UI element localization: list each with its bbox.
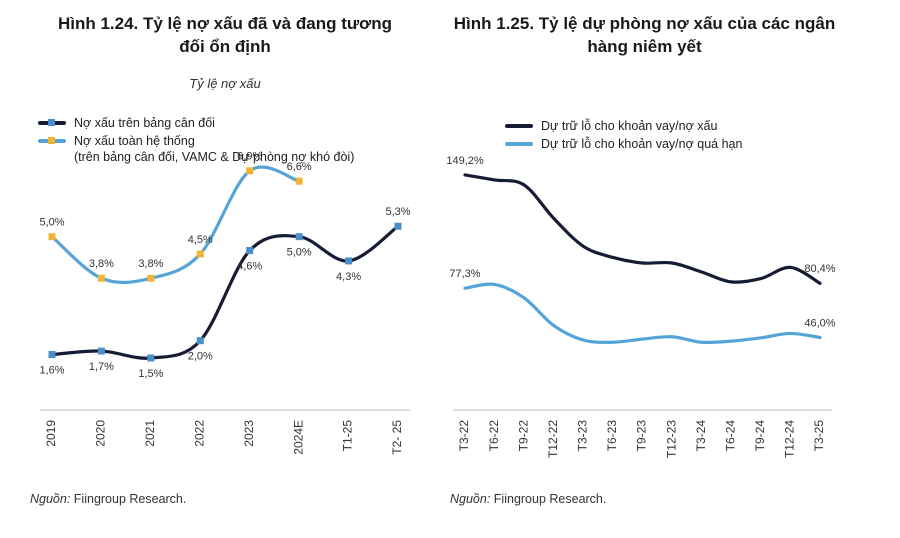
chart-subtitle: Tỷ lệ nợ xấu (189, 76, 261, 91)
x-tick-label: T6-24 (723, 420, 737, 452)
marker (394, 222, 402, 230)
x-tick-label: T12-23 (664, 420, 678, 458)
marker (48, 233, 56, 241)
marker (196, 337, 204, 345)
marker (295, 233, 303, 241)
chart-title: Hình 1.25. Tỷ lệ dự phòng nợ xấu của các… (453, 14, 836, 56)
data-label: 2,0% (188, 351, 213, 363)
legend-label: Dự trữ lỗ cho khoản vay/nợ quá hạn (541, 137, 743, 151)
legend-swatch (505, 142, 533, 146)
legend-swatch (38, 137, 66, 144)
data-label: 5,0% (39, 217, 64, 229)
marker (97, 274, 105, 282)
x-tick-label: 2024E (291, 420, 305, 455)
data-label: 149,2% (446, 155, 484, 167)
source-text: Fiingroup Research. (493, 492, 607, 506)
x-tick-label: T9-23 (635, 420, 649, 452)
x-tick-label: 2020 (94, 420, 108, 447)
legend-item: Dự trữ lỗ cho khoản vay/nợ quá hạn (505, 136, 742, 152)
data-label: 80,4% (804, 263, 835, 275)
x-tick-label: T12-22 (546, 420, 560, 458)
x-tick-label: T2- 25 (390, 420, 404, 455)
x-tick-label: T3-22 (457, 420, 471, 452)
marker (147, 354, 155, 362)
x-tick-label: 2022 (192, 420, 206, 447)
series-line (463, 282, 822, 345)
x-tick-label: T9-24 (753, 420, 767, 452)
legend-item: Nợ xấu trên bảng cân đối (38, 115, 354, 131)
series-line (463, 173, 822, 285)
legend-marker (48, 119, 55, 126)
data-label: 3,8% (138, 258, 163, 270)
marker (147, 274, 155, 282)
marker (345, 257, 353, 265)
data-label: 4,6% (237, 260, 262, 272)
legend-marker (48, 137, 55, 144)
x-tick-label: T3-23 (576, 420, 590, 452)
x-tick-label: T3-24 (694, 420, 708, 452)
legend: Nợ xấu trên bảng cân đối Nợ xấu toàn hệ t… (38, 115, 354, 167)
data-label: 4,5% (188, 234, 213, 246)
x-tick-label: T1-25 (341, 420, 355, 452)
x-tick-label: T12-24 (783, 420, 797, 458)
source: Nguồn: Fiingroup Research. (30, 492, 186, 506)
marker (295, 177, 303, 185)
data-label: 5,3% (385, 206, 410, 218)
x-tick-label: 2021 (143, 420, 157, 447)
marker (246, 247, 254, 255)
data-label: 1,7% (89, 361, 114, 373)
marker (48, 351, 56, 359)
source-label: Nguồn: (450, 492, 491, 506)
source: Nguồn: Fiingroup Research. (450, 492, 606, 506)
legend-swatch (505, 124, 533, 128)
data-label: 5,0% (287, 247, 312, 259)
legend-swatch (38, 119, 66, 126)
data-label: 4,3% (336, 271, 361, 283)
x-tick-label: T6-22 (487, 420, 501, 452)
marker (196, 250, 204, 258)
legend-item: Dự trữ lỗ cho khoản vay/nợ xấu (505, 118, 742, 134)
legend: Dự trữ lỗ cho khoản vay/nợ xấu Dự trữ lỗ … (505, 118, 742, 154)
chart-title: Hình 1.24. Tỷ lệ nợ xấu đã và đang tương… (57, 14, 393, 56)
legend-item: Nợ xấu toàn hệ thống (trên bảng cân đối,… (38, 133, 354, 165)
legend-label: Dự trữ lỗ cho khoản vay/nợ xấu (541, 119, 718, 133)
marker (97, 347, 105, 355)
data-label: 77,3% (449, 268, 480, 280)
marker (246, 167, 254, 175)
source-text: Fiingroup Research. (73, 492, 187, 506)
series-line (50, 224, 400, 360)
data-label: 1,5% (138, 368, 163, 380)
data-label: 3,8% (89, 258, 114, 270)
x-tick-label: 2019 (44, 420, 58, 447)
data-label: 6,9% (237, 151, 262, 163)
x-tick-label: T6-23 (605, 420, 619, 452)
x-tick-label: 2023 (242, 420, 256, 447)
legend-label: Nợ xấu toàn hệ thống (trên bảng cân đối,… (74, 134, 355, 164)
data-label: 1,6% (39, 364, 64, 376)
data-label: 6,6% (287, 161, 312, 173)
x-tick-label: T3-25 (812, 420, 826, 452)
x-tick-label: T9-22 (516, 420, 530, 452)
data-label: 46,0% (804, 317, 835, 329)
source-label: Nguồn: (30, 492, 71, 506)
legend-label: Nợ xấu trên bảng cân đối (74, 116, 215, 130)
